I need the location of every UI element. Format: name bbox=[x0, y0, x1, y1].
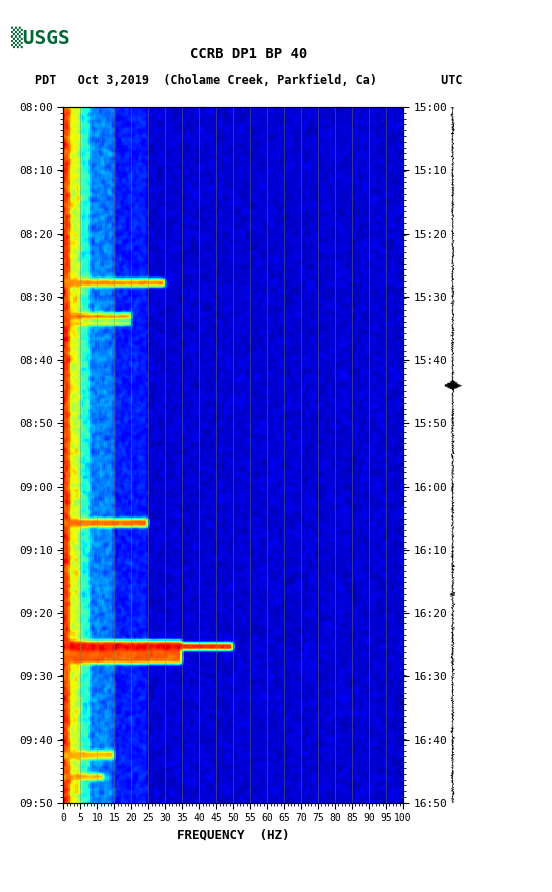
X-axis label: FREQUENCY  (HZ): FREQUENCY (HZ) bbox=[177, 829, 289, 842]
Text: ▒USGS: ▒USGS bbox=[11, 27, 70, 48]
Text: PDT   Oct 3,2019  (Cholame Creek, Parkfield, Ca)         UTC: PDT Oct 3,2019 (Cholame Creek, Parkfield… bbox=[35, 74, 462, 87]
Text: CCRB DP1 BP 40: CCRB DP1 BP 40 bbox=[190, 46, 307, 61]
